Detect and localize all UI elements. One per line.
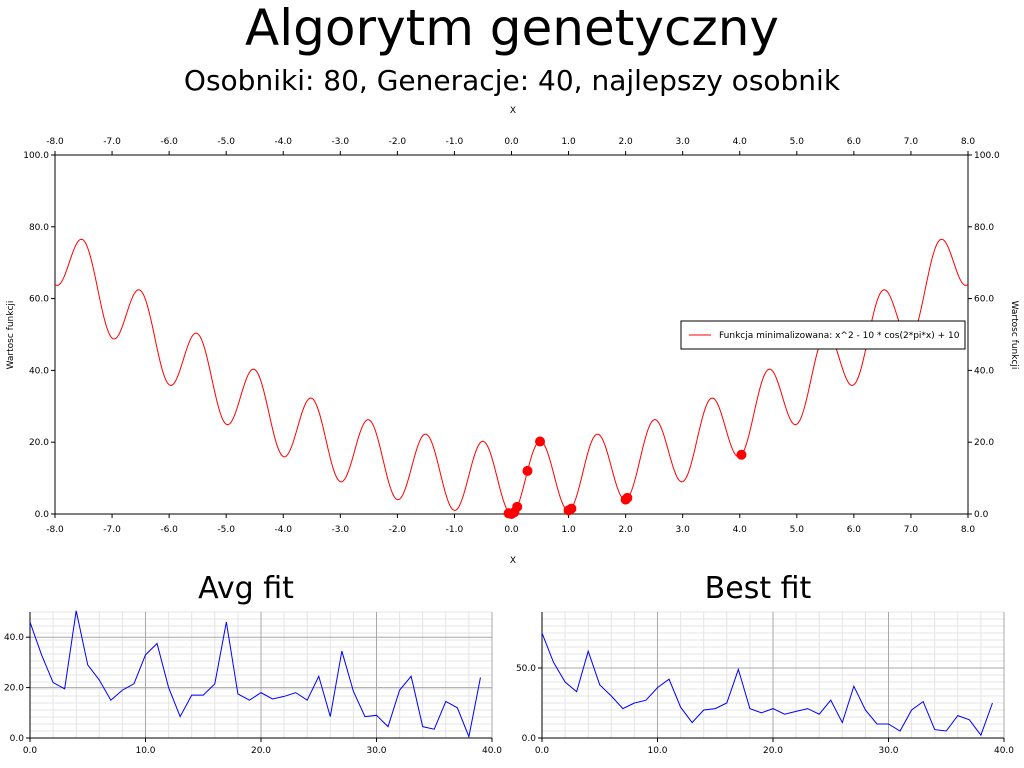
x-tick-label-top: -2.0 xyxy=(389,137,407,147)
y-tick-label: 0.0 xyxy=(10,734,25,744)
x-tick-label-top: 5.0 xyxy=(790,137,805,147)
best-fit-chart: 0.0 10.0 20.0 30.0 40.0 0.0 50.0 xyxy=(516,611,1014,756)
y-tick-label-right: 20.0 xyxy=(974,438,994,448)
avg-fit-chart: 0.0 10.0 20.0 30.0 40.0 0.0 20.0 40.0 xyxy=(4,610,502,756)
population-point xyxy=(535,436,546,447)
x-tick-label-top: -4.0 xyxy=(274,137,292,147)
x-tick-label-top: 1.0 xyxy=(561,137,576,147)
x-tick-label: -4.0 xyxy=(274,525,292,535)
population-point xyxy=(736,449,747,460)
x-tick-label: -3.0 xyxy=(332,525,350,535)
fit-line xyxy=(29,610,481,739)
x-tick-label: -7.0 xyxy=(103,525,121,535)
x-tick-label-top: 4.0 xyxy=(733,137,748,147)
x-tick-label: 30.0 xyxy=(878,746,898,756)
population-point xyxy=(622,492,633,503)
y-tick-label: 60.0 xyxy=(29,295,49,305)
y-tick-label-right: 60.0 xyxy=(974,295,994,305)
x-tick-label: 0.0 xyxy=(535,746,550,756)
x-tick-label: -1.0 xyxy=(446,525,464,535)
fit-line xyxy=(541,632,993,737)
x-tick-label-top: -6.0 xyxy=(160,137,178,147)
x-tick-label: 0.0 xyxy=(504,525,519,535)
x-tick-label: 0.0 xyxy=(23,746,38,756)
x-axis-label-top: X xyxy=(510,106,516,116)
y-tick-label: 50.0 xyxy=(516,664,536,674)
x-tick-label: -8.0 xyxy=(46,525,64,535)
x-tick-label-top: -3.0 xyxy=(332,137,350,147)
x-tick-label-top: 3.0 xyxy=(676,137,691,147)
x-tick-label-top: -7.0 xyxy=(103,137,121,147)
x-tick-label: 30.0 xyxy=(366,746,386,756)
x-tick-label-top: 2.0 xyxy=(618,137,633,147)
y-tick-label: 20.0 xyxy=(29,438,49,448)
legend-box xyxy=(680,320,966,350)
x-tick-label: 4.0 xyxy=(733,525,748,535)
x-tick-label: -5.0 xyxy=(217,525,235,535)
avg-fit-title: Avg fit xyxy=(198,571,294,606)
legend-label: Funkcja minimalizowana: x^2 - 10 * cos(2… xyxy=(719,331,960,341)
x-tick-label: 40.0 xyxy=(482,746,502,756)
y-tick-label-right: 100.0 xyxy=(974,151,1000,161)
y-axis-label: Wartosc funkcji xyxy=(6,301,16,370)
x-tick-label: 5.0 xyxy=(790,525,805,535)
x-tick-label: 10.0 xyxy=(647,746,667,756)
y-tick-label-right: 0.0 xyxy=(974,510,989,520)
y-tick-label: 0.0 xyxy=(35,510,50,520)
y-tick-label: 20.0 xyxy=(4,684,24,694)
x-tick-label-top: -5.0 xyxy=(217,137,235,147)
y-tick-label: 80.0 xyxy=(29,223,49,233)
x-tick-label: 20.0 xyxy=(763,746,783,756)
y-tick-label-right: 80.0 xyxy=(974,223,994,233)
x-tick-label-top: -8.0 xyxy=(46,137,64,147)
x-tick-label: 2.0 xyxy=(618,525,633,535)
y-tick-label: 40.0 xyxy=(4,633,24,643)
chart-subtitle: Osobniki: 80, Generacje: 40, najlepszy o… xyxy=(183,64,841,97)
x-tick-label: 10.0 xyxy=(135,746,155,756)
legend: Funkcja minimalizowana: x^2 - 10 * cos(2… xyxy=(680,320,966,350)
y-tick-label: 40.0 xyxy=(29,366,49,376)
x-tick-label-top: 8.0 xyxy=(961,137,976,147)
y-tick-label-right: 40.0 xyxy=(974,366,994,376)
y-axis-label-right: Wartosc funkcji xyxy=(1009,301,1019,370)
main-function-chart: -8.0 -8.0 -7.0 -7.0 -6.0 -6.0 -5.0 -5.0 -4.0 -4.0… xyxy=(6,106,1019,566)
x-tick-label: 3.0 xyxy=(676,525,691,535)
x-tick-label: 7.0 xyxy=(904,525,919,535)
x-tick-label: -2.0 xyxy=(389,525,407,535)
y-tick-label: 100.0 xyxy=(23,151,49,161)
y-tick-label: 0.0 xyxy=(522,734,537,744)
x-tick-label-top: 0.0 xyxy=(504,137,519,147)
x-tick-label-top: -1.0 xyxy=(446,137,464,147)
x-tick-label: 8.0 xyxy=(961,525,976,535)
x-tick-label: 6.0 xyxy=(847,525,862,535)
function-line xyxy=(54,238,969,515)
population-point xyxy=(512,501,523,512)
x-tick-label-top: 7.0 xyxy=(904,137,919,147)
best-fit-title: Best fit xyxy=(704,571,812,606)
x-tick-label-top: 6.0 xyxy=(847,137,862,147)
population-point xyxy=(522,465,533,476)
chart-title: Algorytm genetyczny xyxy=(245,0,779,57)
x-tick-label: -6.0 xyxy=(160,525,178,535)
x-axis-label: X xyxy=(510,556,516,566)
x-tick-label: 1.0 xyxy=(561,525,576,535)
x-tick-label: 40.0 xyxy=(994,746,1014,756)
population-point xyxy=(566,503,577,514)
x-tick-label: 20.0 xyxy=(251,746,271,756)
